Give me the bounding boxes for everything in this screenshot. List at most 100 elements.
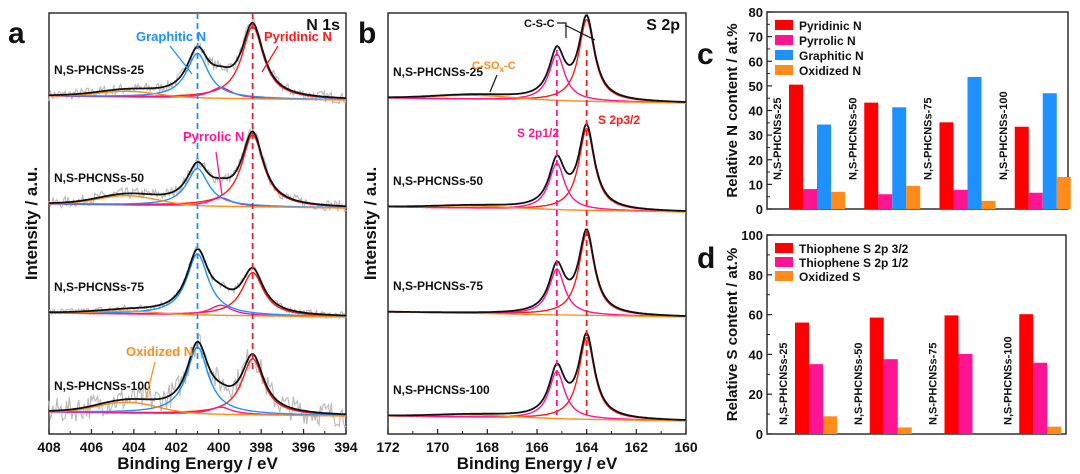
legend-label: Thiophene S 2p 1/2 (799, 256, 909, 270)
annotation-arrow (564, 24, 596, 41)
bar (864, 102, 879, 209)
category-label: N,S-PHCNSs-25 (778, 342, 790, 425)
y-axis-label: Relative N content / at.% (724, 23, 741, 197)
y-axis-label: Relative S content / at.% (724, 248, 741, 421)
bar (803, 189, 817, 209)
panel-letter-c: c (697, 38, 714, 71)
annotation-arrow (145, 361, 156, 399)
panel-b: 172 170 168 166 164 162 160 Binding Energy / eV… (361, 12, 698, 473)
sample-label: N,S-PHCNSs-100 (54, 379, 151, 393)
bar-group: N,S-PHCNSs-50 (847, 97, 921, 209)
bar (1047, 426, 1062, 434)
bar (1028, 192, 1043, 209)
category-label: N,S-PHCNSs-50 (853, 342, 865, 425)
y-tick-label: 50 (749, 79, 763, 94)
component-line (388, 127, 687, 212)
sample-label: N,S-PHCNSs-75 (54, 280, 144, 294)
annotation-c-sox-c: C-SOx-C (472, 60, 516, 74)
panel-letter-b: b (358, 17, 376, 50)
category-label: N,S-PHCNSs-75 (923, 97, 935, 180)
bar (953, 189, 968, 209)
bar (897, 427, 912, 434)
bar (981, 200, 996, 209)
x-tick-label: 404 (122, 439, 146, 455)
annotation-arrow (557, 22, 567, 38)
annotation-oxidized-n: Oxidized N (126, 344, 193, 359)
y-tick-label: 80 (749, 5, 763, 20)
bar-group: N,S-PHCNSs-100 (998, 91, 1071, 209)
bar (789, 84, 803, 209)
legend-swatch (775, 243, 793, 253)
bar (883, 359, 898, 434)
y-tick-label: 60 (749, 308, 763, 323)
x-tick-label: 396 (292, 439, 316, 455)
panel-letter-a: a (8, 17, 25, 50)
bar (795, 322, 809, 434)
legend-label: Pyrrolic N (799, 34, 856, 48)
bar (809, 364, 823, 434)
legend-swatch (775, 271, 793, 281)
bar (817, 124, 831, 209)
annotation-arrow (215, 151, 223, 196)
annotation-graphitic-n: Graphitic N (136, 29, 206, 44)
bar-group: N,S-PHCNSs-50 (853, 317, 912, 434)
bar-group: N,S-PHCNSs-25 (772, 84, 845, 209)
legend-label: Pyridinic N (799, 19, 862, 33)
x-tick-label: 408 (37, 439, 61, 455)
bar (892, 107, 907, 209)
legend-label: Thiophene S 2p 3/2 (799, 242, 909, 256)
envelope-fit-line (388, 228, 686, 317)
legend-swatch (775, 35, 793, 45)
category-label: N,S-PHCNSs-100 (1002, 336, 1014, 425)
x-tick-label: 400 (207, 439, 231, 455)
x-tick-label: 162 (625, 439, 649, 455)
x-tick-label: 172 (376, 439, 400, 455)
y-tick-label: 80 (749, 268, 763, 283)
x-tick-label: 406 (80, 439, 104, 455)
legend-label: Oxidized S (799, 270, 860, 284)
x-tick-label: 394 (334, 439, 358, 455)
annotation-pyridinic-n: Pyridinic N (264, 29, 332, 44)
category-label: N,S-PHCNSs-50 (847, 97, 859, 180)
bar (823, 416, 837, 434)
y-tick-label: 60 (749, 54, 763, 69)
annotation-c-s-c: C-S-C (524, 18, 555, 30)
legend-label: Graphitic N (799, 49, 864, 63)
spectrum-title: N 1s (306, 17, 340, 34)
annotation-s-2p3-2: S 2p3/2 (598, 113, 640, 127)
annotation-arrow (169, 45, 193, 75)
bar (1014, 126, 1029, 209)
legend-swatch (775, 50, 793, 60)
spectrum-1: N,S-PHCNSs-25 (388, 14, 687, 104)
y-axis-label: Intensity / a.u. (22, 167, 41, 280)
annotation-s-2p1-2: S 2p1/2 (517, 126, 559, 140)
legend-label: Oxidized N (799, 64, 861, 78)
sample-label: N,S-PHCNSs-100 (393, 383, 490, 397)
legend-swatch (775, 20, 793, 30)
spectrum-4: N,S-PHCNSs-100 (48, 333, 347, 428)
annotation-arrow (261, 45, 279, 73)
envelope-fit-line (388, 14, 686, 103)
bar (906, 185, 921, 209)
spectrum-2: N,S-PHCNSs-50 (388, 123, 687, 213)
bar (939, 122, 954, 209)
component-line (388, 18, 687, 103)
y-tick-label: 40 (749, 104, 763, 119)
component-line (48, 401, 346, 417)
bar (967, 77, 982, 209)
sample-label: N,S-PHCNSs-25 (54, 63, 144, 77)
x-tick-label: 398 (249, 439, 273, 455)
x-axis-label: Binding Energy / eV (117, 454, 278, 473)
bar-group: N,S-PHCNSs-25 (778, 322, 837, 434)
bar-group: N,S-PHCNSs-100 (1002, 314, 1062, 434)
envelope-fit-line (48, 130, 347, 208)
x-axis-label: Binding Energy / eV (457, 454, 618, 473)
bar (1033, 362, 1048, 434)
annotation-arrow (489, 74, 498, 93)
y-tick-label: 0 (756, 202, 763, 217)
envelope-fit-line (388, 332, 686, 421)
